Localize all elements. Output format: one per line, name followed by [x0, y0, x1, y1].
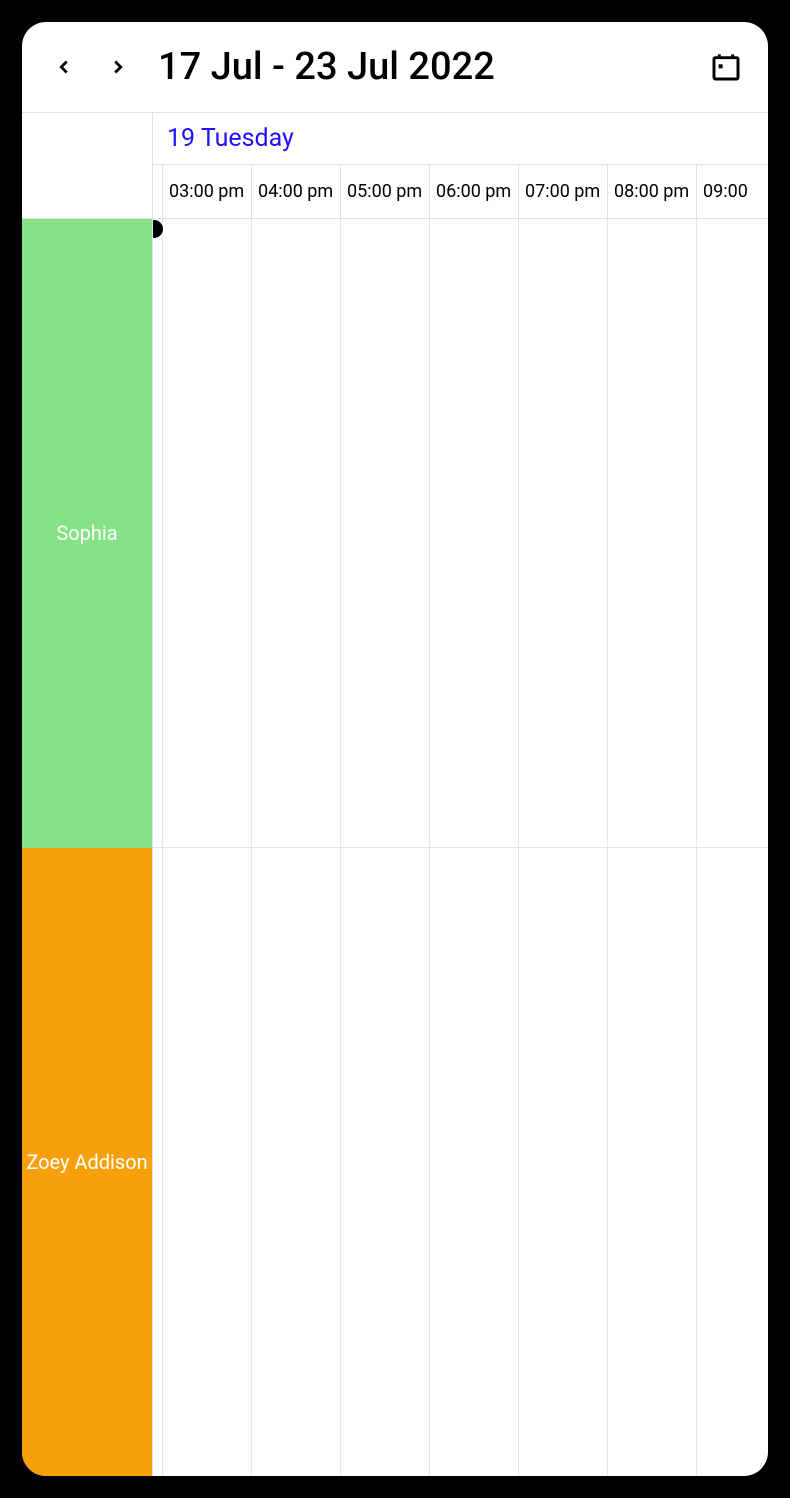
time-row[interactable]	[153, 848, 768, 1476]
time-cell[interactable]	[608, 219, 697, 847]
chevron-left-icon	[53, 56, 75, 78]
time-slot-header: 05:00 pm	[341, 165, 430, 218]
schedule-container: SophiaZoey Addison 19 Tuesday 03:00 pm04…	[22, 112, 768, 1476]
time-cell[interactable]	[519, 848, 608, 1476]
time-cell[interactable]	[153, 219, 163, 847]
time-cell[interactable]	[252, 219, 341, 847]
time-cell[interactable]	[252, 848, 341, 1476]
header: 17 Jul - 23 Jul 2022	[22, 22, 768, 112]
chevron-right-icon	[107, 56, 129, 78]
date-range-label: 17 Jul - 23 Jul 2022	[158, 45, 694, 89]
time-slot-header: 08:00 pm	[608, 165, 697, 218]
time-area[interactable]: 19 Tuesday 03:00 pm04:00 pm05:00 pm06:00…	[153, 113, 768, 1476]
time-header-offset	[153, 165, 163, 218]
schedule-grid: SophiaZoey Addison 19 Tuesday 03:00 pm04…	[22, 113, 768, 1476]
time-cell[interactable]	[153, 848, 163, 1476]
calendar-picker-button[interactable]	[704, 45, 748, 89]
time-header-row: 03:00 pm04:00 pm05:00 pm06:00 pm07:00 pm…	[153, 165, 768, 219]
time-cell[interactable]	[430, 848, 519, 1476]
time-slot-header: 07:00 pm	[519, 165, 608, 218]
time-cell[interactable]	[519, 219, 608, 847]
time-cell[interactable]	[608, 848, 697, 1476]
next-button[interactable]	[96, 45, 140, 89]
time-slot-header: 09:00	[697, 165, 768, 218]
time-slot-header: 04:00 pm	[252, 165, 341, 218]
time-slot-header: 03:00 pm	[163, 165, 252, 218]
calendar-icon	[710, 51, 742, 83]
time-body[interactable]	[153, 219, 768, 1476]
device-frame: 17 Jul - 23 Jul 2022 SophiaZoey Addison …	[22, 22, 768, 1476]
time-cell[interactable]	[341, 848, 430, 1476]
resource-cell[interactable]: Zoey Addison	[22, 848, 152, 1477]
day-header-label: 19 Tuesday	[167, 124, 294, 153]
time-cell[interactable]	[163, 219, 252, 847]
time-cell[interactable]	[163, 848, 252, 1476]
time-cell[interactable]	[430, 219, 519, 847]
time-cell[interactable]	[697, 219, 768, 847]
resource-cell[interactable]: Sophia	[22, 219, 152, 848]
resource-column: SophiaZoey Addison	[22, 113, 153, 1476]
time-cell[interactable]	[341, 219, 430, 847]
time-row[interactable]	[153, 219, 768, 848]
prev-button[interactable]	[42, 45, 86, 89]
day-header[interactable]: 19 Tuesday	[153, 113, 768, 165]
time-cell[interactable]	[697, 848, 768, 1476]
resource-header-spacer	[22, 113, 152, 219]
time-slot-header: 06:00 pm	[430, 165, 519, 218]
